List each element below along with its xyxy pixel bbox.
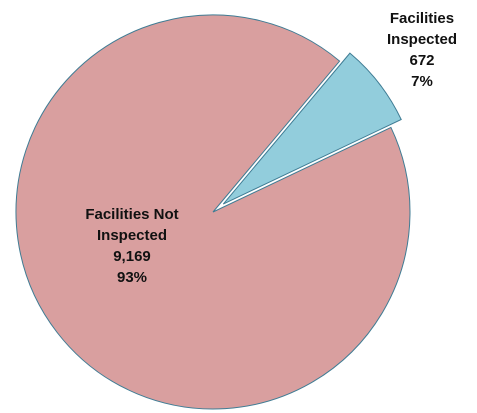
value-label: 672 (409, 52, 435, 69)
pie-slice (222, 52, 402, 205)
percent-label: 7% (411, 73, 433, 90)
slice-label: Facilities Not Inspected 9,169 93% (84, 204, 180, 288)
percent-label: 93% (116, 269, 148, 286)
value-label: 9,169 (113, 248, 151, 265)
category-label: Facilities Inspected (386, 10, 458, 48)
pie-slice (15, 14, 411, 410)
category-label: Facilities Not Inspected (85, 206, 179, 244)
slice-label: Facilities Inspected 672 7% (372, 8, 472, 92)
